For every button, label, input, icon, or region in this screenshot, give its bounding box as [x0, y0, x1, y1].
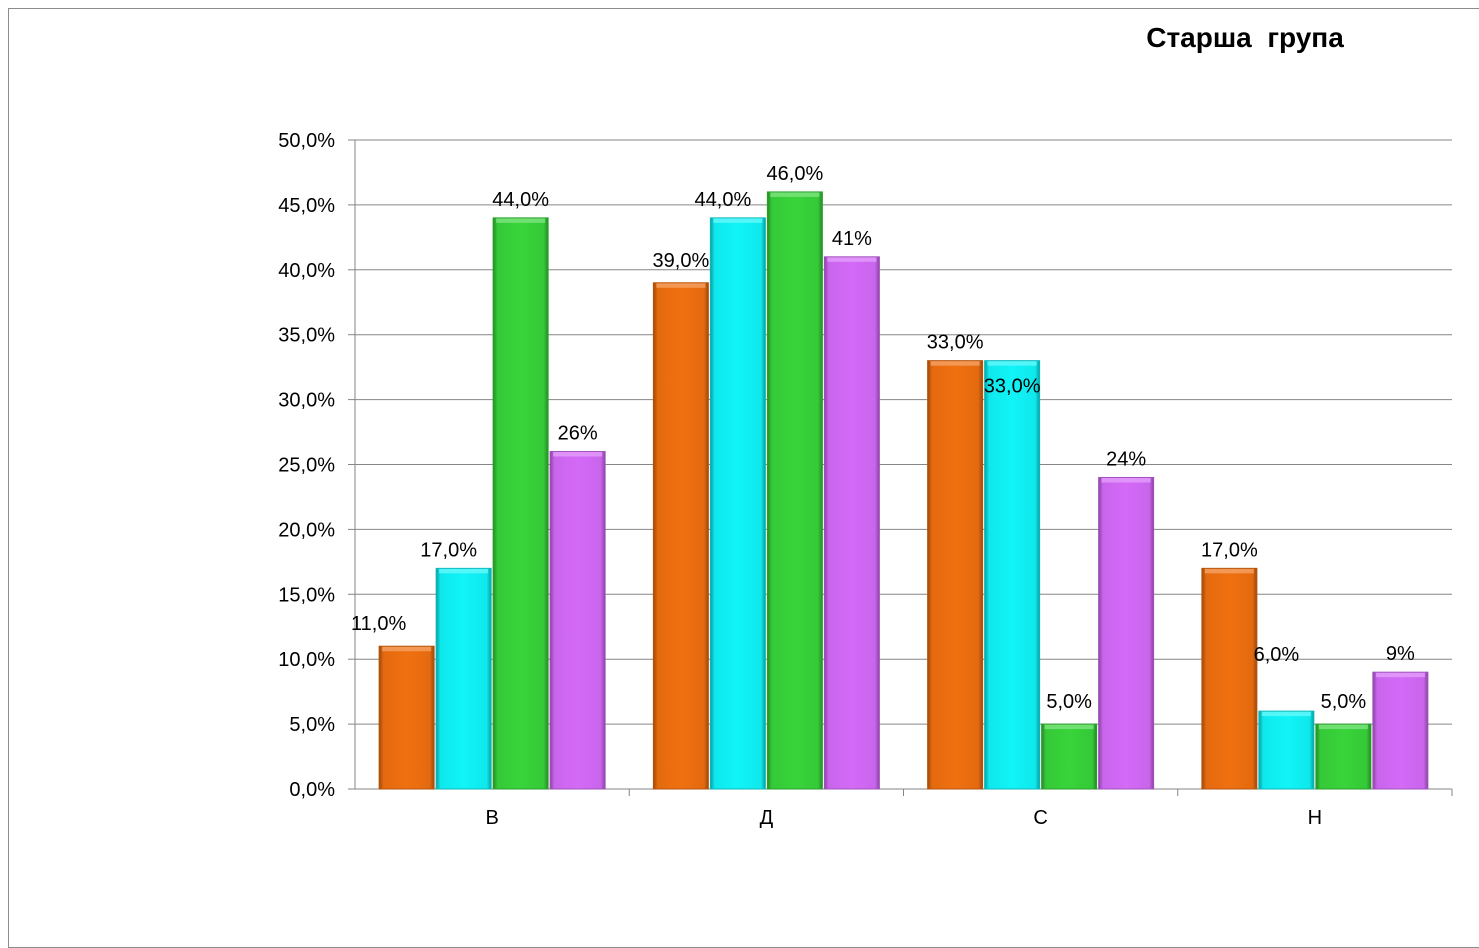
bar-bevel: [439, 568, 489, 574]
bar-bevel: [827, 256, 877, 262]
bar-outline: [492, 217, 549, 790]
bar-bevel: [496, 217, 546, 223]
x-tick-label: Н: [1308, 807, 1322, 829]
bar-bevel: [382, 646, 432, 652]
bar: [710, 217, 766, 789]
bar: [1098, 477, 1154, 789]
bar: [1041, 724, 1097, 789]
bar: [379, 646, 435, 789]
data-label: 44,0%: [695, 189, 752, 211]
bar: [1258, 711, 1314, 789]
y-tick-label: 10,0%: [278, 649, 335, 671]
bar-outline: [1098, 476, 1155, 790]
data-label: 33,0%: [984, 376, 1041, 398]
bar-bevel: [1261, 711, 1311, 717]
bar-outline: [1201, 567, 1258, 790]
data-label: 9%: [1386, 643, 1415, 665]
bar: [1372, 672, 1428, 789]
y-tick-label: 45,0%: [278, 195, 335, 217]
y-tick-label: 30,0%: [278, 390, 335, 412]
bar: [436, 568, 492, 789]
bar-chart: 0,0% 5,0% 10,0% 15,0% 20,0% 25,0% 30,0% 35,0% 40…: [278, 130, 1453, 829]
bar-outline: [709, 217, 766, 790]
bar-outline: [652, 282, 709, 790]
bar-outline: [1258, 710, 1315, 790]
y-tick-label: 50,0%: [278, 130, 335, 152]
bar-outline: [435, 567, 492, 790]
bar-outline: [1041, 723, 1098, 790]
bar: [1315, 724, 1371, 789]
y-tick-label: 25,0%: [278, 455, 335, 477]
bar-bevel: [1375, 672, 1425, 678]
data-label: 26%: [558, 423, 598, 445]
bar-outline: [823, 256, 880, 790]
y-tick-label: 20,0%: [278, 519, 335, 541]
bar-bevel: [987, 360, 1037, 366]
y-tick-label: 35,0%: [278, 325, 335, 347]
bar-bevel: [1318, 724, 1368, 730]
data-label: 39,0%: [653, 250, 710, 272]
bar-outline: [549, 451, 606, 790]
bar-outline: [927, 360, 984, 790]
data-label: 44,0%: [492, 189, 549, 211]
chart-title: Старша група: [1146, 22, 1344, 53]
bar-outline: [766, 191, 823, 790]
data-label: 5,0%: [1046, 691, 1092, 713]
y-tick-label: 0,0%: [289, 779, 335, 801]
bar-outline: [378, 645, 435, 790]
x-tick-label: В: [485, 807, 498, 829]
data-label: 6,0%: [1254, 644, 1300, 666]
bar-outline: [1315, 723, 1372, 790]
bar-bevel: [930, 360, 980, 366]
bar: [1201, 568, 1257, 789]
bar-bevel: [656, 282, 706, 288]
bar-outline: [984, 360, 1041, 790]
bar-bevel: [713, 217, 763, 223]
y-tick-label: 15,0%: [278, 584, 335, 606]
bar-bevel: [1044, 724, 1094, 730]
data-label: 24%: [1106, 448, 1146, 470]
bar-bevel: [1204, 568, 1254, 574]
data-label: 33,0%: [927, 332, 984, 354]
bar-bevel: [770, 191, 820, 197]
bar: [824, 256, 880, 789]
y-tick-label: 5,0%: [289, 714, 335, 736]
bar: [653, 282, 709, 789]
bar: [984, 360, 1040, 789]
bar: [767, 191, 823, 790]
bar: [550, 451, 606, 789]
bar-bevel: [1101, 477, 1151, 483]
x-tick-label: С: [1033, 807, 1047, 829]
data-label: 11,0%: [351, 613, 406, 635]
y-tick-label: 40,0%: [278, 260, 335, 282]
data-label: 17,0%: [420, 539, 477, 561]
data-label: 46,0%: [767, 163, 824, 185]
data-label: 5,0%: [1321, 691, 1367, 713]
data-label: 41%: [832, 228, 872, 250]
bar: [927, 360, 983, 789]
bar-outline: [1372, 671, 1429, 790]
data-label: 17,0%: [1201, 539, 1258, 561]
bar-bevel: [553, 451, 603, 457]
x-tick-label: Д: [760, 807, 774, 829]
bar: [493, 217, 549, 789]
